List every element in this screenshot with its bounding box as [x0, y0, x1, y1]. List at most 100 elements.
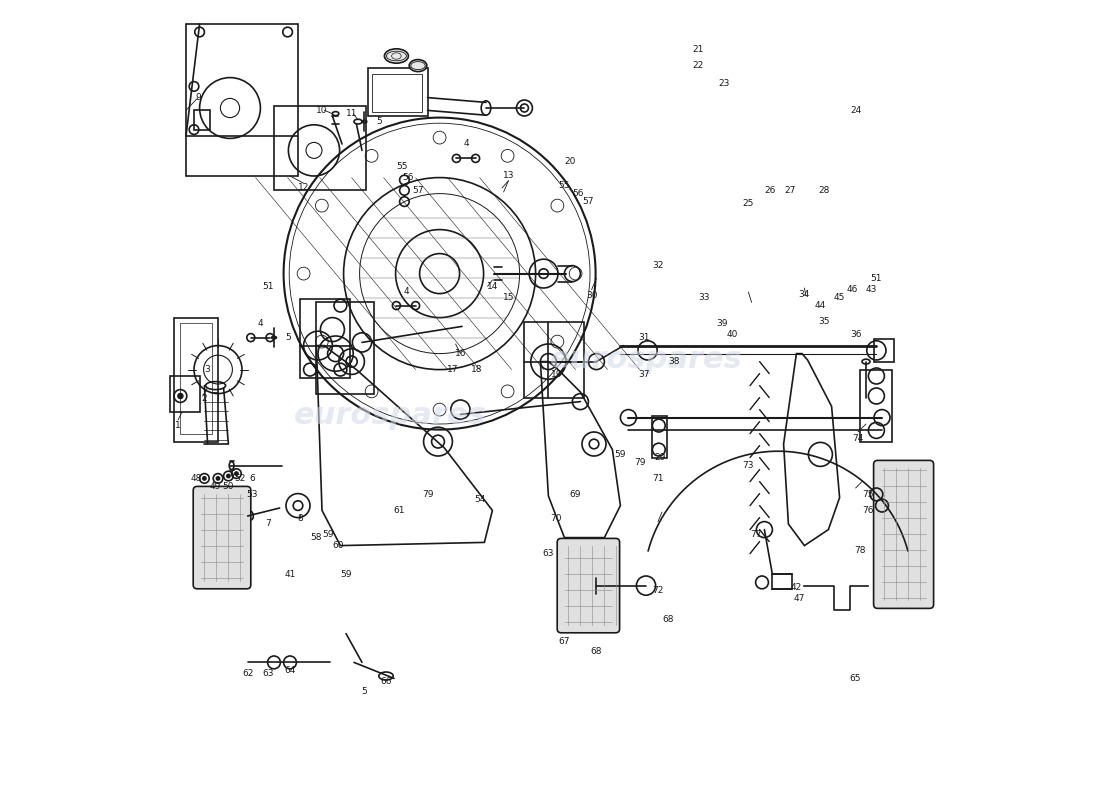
Text: 13: 13	[503, 171, 514, 181]
Text: 66: 66	[381, 677, 392, 686]
Text: 25: 25	[742, 199, 755, 209]
Text: 77: 77	[750, 530, 762, 539]
Circle shape	[217, 477, 220, 480]
Text: 56: 56	[402, 173, 414, 182]
Text: 71: 71	[652, 474, 663, 483]
Text: 51: 51	[263, 282, 274, 291]
Text: 75: 75	[862, 490, 874, 499]
Text: 23: 23	[718, 79, 730, 89]
Circle shape	[220, 98, 240, 118]
Text: 16: 16	[454, 349, 466, 358]
Bar	[367, 68, 428, 116]
Text: 7: 7	[265, 519, 272, 529]
Text: 78: 78	[855, 546, 866, 555]
Text: 72: 72	[652, 586, 663, 595]
Bar	[860, 370, 892, 442]
Text: 34: 34	[799, 290, 810, 299]
Text: 55: 55	[559, 181, 570, 190]
Text: 57: 57	[412, 186, 424, 195]
Text: 6: 6	[250, 474, 255, 483]
Text: 18: 18	[471, 365, 482, 374]
Text: 24: 24	[850, 106, 861, 115]
Bar	[300, 299, 350, 378]
Bar	[373, 74, 422, 112]
Text: 20: 20	[564, 157, 575, 166]
Text: 68: 68	[591, 647, 602, 657]
Bar	[525, 322, 584, 398]
Text: 74: 74	[852, 434, 864, 443]
Text: 62: 62	[242, 669, 253, 678]
Text: 30: 30	[586, 291, 597, 301]
Text: 73: 73	[742, 461, 755, 470]
Bar	[170, 376, 200, 412]
Text: 65: 65	[850, 674, 861, 683]
Bar	[652, 416, 667, 458]
Bar	[186, 24, 298, 176]
Text: 64: 64	[284, 666, 296, 675]
Text: 46: 46	[847, 285, 858, 294]
Text: 29: 29	[654, 453, 667, 462]
Text: eurospares: eurospares	[294, 402, 486, 430]
Text: 60: 60	[332, 541, 343, 550]
Circle shape	[178, 394, 183, 398]
Text: 4: 4	[463, 139, 469, 149]
Text: 12: 12	[298, 182, 309, 192]
Text: 37: 37	[639, 370, 650, 379]
Text: 59: 59	[340, 570, 352, 579]
Text: 56: 56	[572, 189, 584, 198]
Text: 52: 52	[234, 474, 245, 483]
Text: 63: 63	[542, 549, 554, 558]
Bar	[772, 574, 792, 589]
Text: 9: 9	[195, 93, 201, 102]
Text: 26: 26	[764, 186, 776, 195]
Text: 53: 53	[246, 490, 258, 499]
Text: 21: 21	[692, 45, 704, 54]
Text: 57: 57	[583, 197, 594, 206]
Text: 32: 32	[652, 261, 663, 270]
Circle shape	[227, 474, 230, 478]
Text: 70: 70	[551, 514, 562, 523]
Bar	[194, 110, 210, 130]
Text: 2: 2	[201, 394, 207, 403]
Bar	[874, 339, 894, 362]
Text: 42: 42	[791, 583, 802, 593]
Text: 8: 8	[297, 514, 304, 523]
Text: 59: 59	[615, 450, 626, 459]
Bar	[317, 302, 374, 394]
Text: 10: 10	[317, 106, 328, 115]
Text: 5: 5	[376, 117, 382, 126]
Text: 35: 35	[818, 317, 829, 326]
Text: 58: 58	[310, 533, 322, 542]
Text: 33: 33	[697, 293, 710, 302]
Text: 27: 27	[784, 186, 795, 195]
Text: 59: 59	[322, 530, 333, 539]
Text: 54: 54	[474, 495, 485, 505]
Text: 1: 1	[175, 421, 180, 430]
Text: 47: 47	[794, 594, 805, 603]
Circle shape	[202, 477, 206, 480]
Text: 19: 19	[551, 370, 562, 379]
Text: 79: 79	[634, 458, 646, 467]
Text: 67: 67	[559, 637, 570, 646]
Text: 61: 61	[394, 506, 405, 515]
Text: 50: 50	[222, 482, 234, 491]
Text: 68: 68	[662, 615, 674, 625]
Text: 39: 39	[716, 319, 728, 329]
Text: 55: 55	[396, 162, 408, 171]
Text: 51: 51	[871, 274, 882, 283]
Text: 17: 17	[447, 365, 458, 374]
FancyBboxPatch shape	[194, 486, 251, 589]
Bar	[174, 318, 218, 442]
Text: 14: 14	[486, 282, 498, 291]
Text: 3: 3	[205, 365, 210, 374]
Text: 40: 40	[727, 330, 738, 339]
Text: 79: 79	[422, 490, 435, 499]
Text: eurospares: eurospares	[550, 346, 742, 374]
Text: 63: 63	[263, 669, 274, 678]
Text: 5: 5	[286, 333, 292, 342]
Text: 41: 41	[284, 570, 296, 579]
Text: 28: 28	[818, 186, 829, 195]
Circle shape	[234, 472, 238, 475]
Text: 49: 49	[210, 482, 221, 491]
Ellipse shape	[384, 49, 408, 63]
